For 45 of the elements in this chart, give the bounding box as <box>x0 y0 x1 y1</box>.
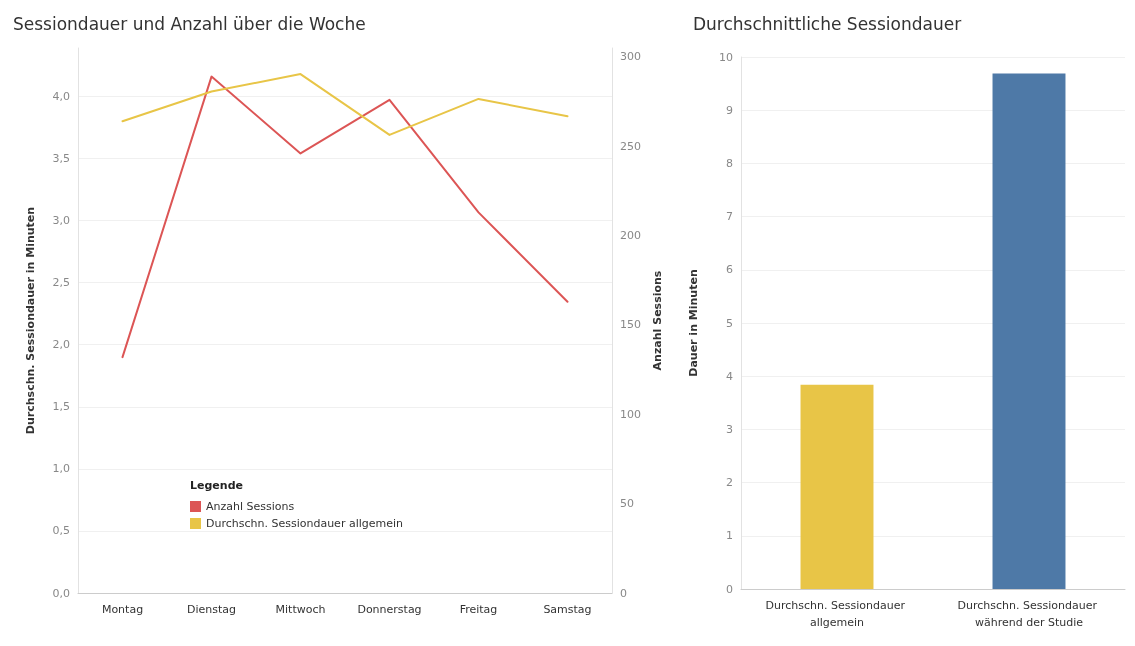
x-tick-label: Donnerstag <box>357 603 422 616</box>
y-tick-label: 7 <box>726 210 733 224</box>
line-series <box>121 73 569 136</box>
y-axis-title: Durchschn. Sessiondauer in Minuten <box>24 206 37 435</box>
y-tick-label: 0 <box>726 582 733 596</box>
y-tick-label: 0,5 <box>52 524 70 538</box>
y-tick-label: 1,0 <box>52 462 70 476</box>
y2-tick-label: 200 <box>620 229 641 243</box>
x-tick-label: Durchschn. Sessiondauer während der Studie <box>957 599 1101 629</box>
y-tick-label: 6 <box>726 263 733 277</box>
y-tick-label: 1,5 <box>52 400 70 414</box>
y-tick-label: 4 <box>726 369 733 383</box>
y-tick-label: 8 <box>726 156 733 170</box>
y2-tick-label: 150 <box>620 318 641 332</box>
y-tick-label: 10 <box>719 50 733 64</box>
y-tick-label: 5 <box>726 316 733 330</box>
x-tick-label: Montag <box>101 603 144 616</box>
chart-title: Durchschnittliche Sessiondauer <box>693 13 962 34</box>
y2-tick-label: 50 <box>620 497 634 511</box>
y-tick-label: 0,0 <box>52 586 70 600</box>
x-tick-label: Samstag <box>543 603 592 616</box>
y2-tick-label: 100 <box>620 407 641 421</box>
y-tick-label: 9 <box>726 103 733 117</box>
legend-title: Legende <box>190 479 243 492</box>
x-tick-label: Mittwoch <box>275 603 326 616</box>
y-axis-title: Dauer in Minuten <box>687 269 700 377</box>
y-tick-label: 1 <box>726 529 733 543</box>
x-tick-label: Durchschn. Sessiondauer allgemein <box>765 599 909 629</box>
legend-label: Durchschn. Sessiondauer allgemein <box>206 517 404 530</box>
x-tick-label: Dienstag <box>186 603 237 616</box>
y-tick-label: 3,5 <box>52 151 70 165</box>
y-tick-label: 2 <box>726 476 733 490</box>
y2-tick-label: 300 <box>620 50 641 64</box>
y2-tick-label: 250 <box>620 139 641 153</box>
chart-title: Sessiondauer und Anzahl über die Woche <box>13 13 366 34</box>
y-tick-label: 2,0 <box>52 338 70 352</box>
legend-label: Anzahl Sessions <box>206 500 295 513</box>
y-tick-label: 3,0 <box>52 214 70 228</box>
y2-axis-title: Anzahl Sessions <box>650 270 664 371</box>
y2-tick-label: 0 <box>620 586 627 600</box>
y-tick-label: 3 <box>726 422 733 436</box>
line-series <box>121 75 569 359</box>
x-tick-label: Freitag <box>459 603 498 616</box>
y-tick-label: 2,5 <box>52 276 70 290</box>
y-tick-label: 4,0 <box>52 89 70 103</box>
